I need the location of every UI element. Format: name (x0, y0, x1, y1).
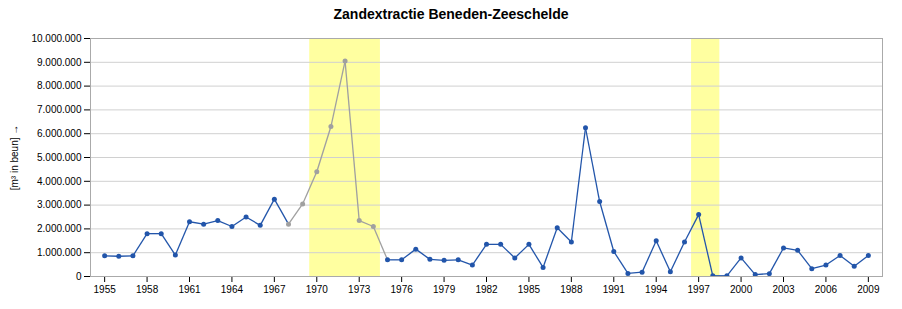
svg-text:8.000.000: 8.000.000 (37, 80, 82, 91)
svg-text:2003: 2003 (772, 284, 795, 295)
svg-text:2.000.000: 2.000.000 (37, 223, 82, 234)
svg-text:0: 0 (76, 271, 82, 282)
svg-text:3.000.000: 3.000.000 (37, 199, 82, 210)
svg-text:6.000.000: 6.000.000 (37, 128, 82, 139)
svg-text:1967: 1967 (263, 284, 286, 295)
svg-text:1982: 1982 (475, 284, 498, 295)
svg-text:1973: 1973 (348, 284, 371, 295)
svg-text:1970: 1970 (306, 284, 329, 295)
svg-text:1.000.000: 1.000.000 (37, 247, 82, 258)
svg-text:[m³ in beun] →: [m³ in beun] → (9, 125, 20, 191)
svg-text:10.000.000: 10.000.000 (31, 33, 81, 44)
svg-text:2009: 2009 (857, 284, 880, 295)
svg-text:1976: 1976 (391, 284, 414, 295)
svg-text:4.000.000: 4.000.000 (37, 176, 82, 187)
svg-text:1991: 1991 (603, 284, 626, 295)
svg-text:1994: 1994 (645, 284, 668, 295)
svg-text:2006: 2006 (815, 284, 838, 295)
svg-text:1958: 1958 (136, 284, 159, 295)
svg-text:1964: 1964 (221, 284, 244, 295)
svg-text:1985: 1985 (518, 284, 541, 295)
svg-text:7.000.000: 7.000.000 (37, 104, 82, 115)
svg-text:1979: 1979 (433, 284, 456, 295)
html-text:Zandextractie Beneden-Zeeschel: Zandextractie Beneden-Zeeschelde (333, 6, 569, 22)
svg-text:5.000.000: 5.000.000 (37, 152, 82, 163)
svg-text:9.000.000: 9.000.000 (37, 57, 82, 68)
svg-text:1955: 1955 (94, 284, 117, 295)
svg-text:1988: 1988 (560, 284, 583, 295)
svg-text:1997: 1997 (688, 284, 711, 295)
svg-text:1961: 1961 (178, 284, 201, 295)
svg-text:2000: 2000 (730, 284, 753, 295)
